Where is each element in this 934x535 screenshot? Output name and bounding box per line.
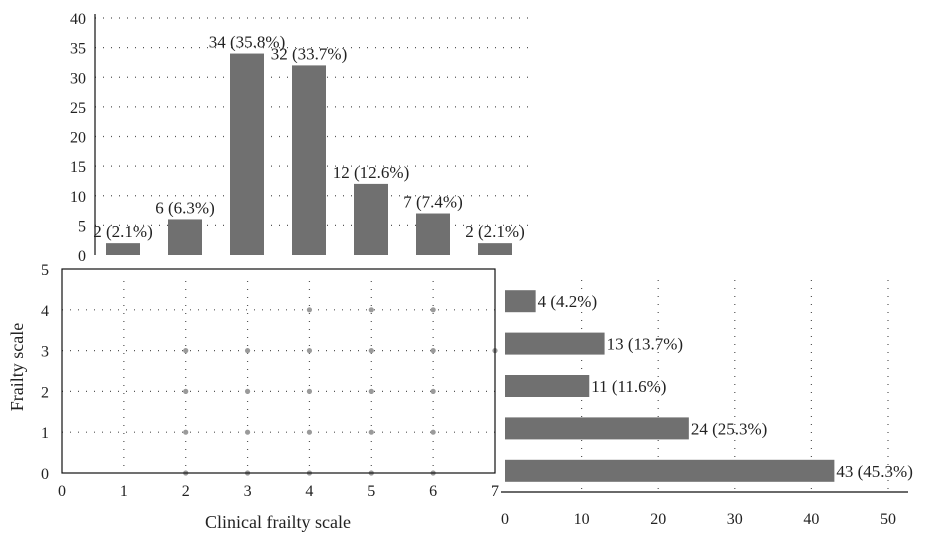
top-bar — [416, 214, 450, 255]
scatter-y-tick-label: 5 — [41, 262, 49, 279]
right-bar — [505, 333, 605, 355]
top-bar — [478, 243, 512, 255]
scatter-x-tick-label: 7 — [491, 483, 499, 500]
x-axis-title: Clinical frailty scale — [205, 512, 351, 532]
top-y-tick-label: 15 — [70, 159, 86, 176]
scatter-x-tick-label: 3 — [244, 483, 252, 500]
right-histogram: 0 10 20 30 40 50 43 (45.3%) 24 (25.3%) 11 (11.6%… — [501, 280, 913, 528]
right-bar — [505, 417, 689, 439]
right-x-tick-label: 0 — [501, 511, 509, 528]
scatter-panel: Clinical frailty scale Frailty scale 0 1 2… — [7, 262, 499, 532]
top-bar — [230, 54, 264, 255]
right-x-tick-label: 30 — [727, 511, 743, 528]
scatter-x-tick-label: 1 — [120, 483, 128, 500]
right-bar — [505, 460, 834, 482]
scatter-point — [431, 348, 436, 353]
top-y-tick-label: 40 — [70, 11, 86, 28]
right-bar-data-label: 11 (11.6%) — [591, 377, 666, 396]
scatter-y-tick-label: 0 — [41, 466, 49, 483]
right-x-tick-label: 50 — [880, 511, 896, 528]
y-axis-title: Frailty scale — [7, 323, 27, 411]
scatter-point — [431, 307, 436, 312]
scatter-point — [245, 348, 250, 353]
scatter-point — [183, 389, 188, 394]
right-bar — [505, 290, 536, 312]
top-y-tick-label: 10 — [70, 189, 86, 206]
top-bar — [168, 219, 202, 255]
scatter-point — [369, 348, 374, 353]
right-x-tick-label: 20 — [650, 511, 666, 528]
right-bar-data-label: 13 (13.7%) — [607, 335, 683, 354]
top-bar-data-label: 2 (2.1%) — [93, 222, 152, 241]
top-bar-data-label: 32 (33.7%) — [271, 44, 347, 63]
scatter-point — [431, 389, 436, 394]
scatter-point — [307, 307, 312, 312]
right-bar-data-label: 24 (25.3%) — [691, 419, 767, 438]
scatter-point — [369, 389, 374, 394]
right-x-tick-label: 10 — [574, 511, 590, 528]
top-y-tick-label: 20 — [70, 130, 86, 147]
scatter-x-tick-label: 2 — [182, 483, 190, 500]
top-y-tick-label: 5 — [78, 218, 86, 235]
scatter-point — [245, 389, 250, 394]
top-y-tick-label: 25 — [70, 100, 86, 117]
top-bar-data-label: 2 (2.1%) — [465, 222, 524, 241]
scatter-point — [183, 348, 188, 353]
scatter-frame — [62, 269, 495, 473]
scatter-point — [369, 307, 374, 312]
scatter-point — [369, 430, 374, 435]
scatter-point — [307, 430, 312, 435]
top-bar-data-label: 12 (12.6%) — [333, 163, 409, 182]
scatter-point — [245, 430, 250, 435]
top-bar-data-label: 6 (6.3%) — [155, 198, 214, 217]
top-bar — [292, 65, 326, 255]
top-y-tick-label: 35 — [70, 41, 86, 58]
scatter-y-tick-label: 2 — [41, 384, 49, 401]
scatter-x-tick-label: 4 — [305, 483, 313, 500]
scatter-point — [431, 430, 436, 435]
scatter-x-tick-label: 0 — [58, 483, 66, 500]
top-bar-data-label: 7 (7.4%) — [403, 193, 462, 212]
scatter-y-tick-label: 3 — [41, 344, 49, 361]
scatter-point — [183, 430, 188, 435]
right-x-tick-label: 40 — [803, 511, 819, 528]
scatter-x-tick-label: 5 — [367, 483, 375, 500]
right-bar — [505, 375, 589, 397]
right-bar-data-label: 43 (45.3%) — [836, 462, 912, 481]
scatter-point — [307, 389, 312, 394]
top-bar — [354, 184, 388, 255]
scatter-x-tick-label: 6 — [429, 483, 437, 500]
top-y-tick-label: 0 — [78, 248, 86, 265]
right-bar-data-label: 4 (4.2%) — [538, 292, 597, 311]
scatter-y-tick-label: 4 — [41, 303, 49, 320]
scatter-point — [307, 348, 312, 353]
top-y-tick-label: 30 — [70, 70, 86, 87]
scatter-y-tick-label: 1 — [41, 425, 49, 442]
top-bar — [106, 243, 140, 255]
